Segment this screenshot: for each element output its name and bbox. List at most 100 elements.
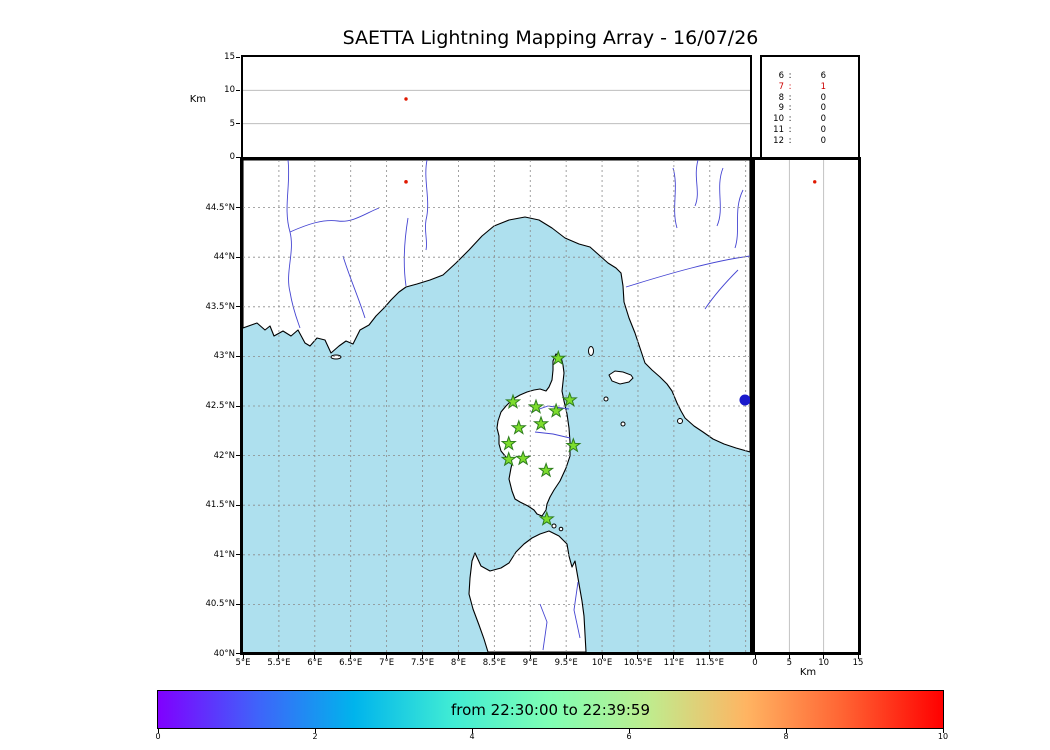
- tick-mark: [236, 504, 240, 506]
- count-station: 7: [778, 81, 784, 92]
- tick-mark: [236, 56, 240, 58]
- lat-tick-label: 44.5°N: [205, 202, 235, 213]
- count-station: 11: [773, 124, 784, 135]
- lon-tick-label: 7.5°E: [410, 658, 435, 668]
- count-value: 0: [820, 103, 826, 114]
- station-star: [504, 393, 522, 409]
- tick-mark: [471, 729, 473, 733]
- colorbar-tick-label: 10: [937, 732, 949, 741]
- tick-mark: [157, 729, 159, 733]
- giglio-island: [677, 418, 683, 424]
- colorbar-tick-label: 6: [626, 732, 632, 741]
- tick-mark: [422, 655, 424, 659]
- station-star: [500, 435, 517, 451]
- lightning-source-dot: [813, 180, 817, 184]
- lat-tick-label: 41°N: [213, 549, 235, 560]
- tick-mark: [628, 729, 630, 733]
- count-sep: :: [788, 92, 792, 103]
- tick-mark: [565, 655, 567, 659]
- tick-mark: [314, 729, 316, 733]
- tick-mark: [386, 655, 388, 659]
- coastline-mainland-france-italy: [243, 160, 750, 453]
- station-star: [561, 391, 578, 407]
- tick-mark: [529, 655, 531, 659]
- altitude-ytick-label: 15: [224, 51, 235, 62]
- tick-mark: [242, 655, 244, 659]
- count-sep: :: [788, 124, 792, 135]
- colorbar: from 22:30:00 to 22:39:59: [157, 690, 944, 729]
- count-value: 6: [820, 71, 826, 81]
- montecristo-island: [620, 421, 626, 427]
- lon-tick-label: 10.5°E: [623, 658, 653, 668]
- count-row: 10: 0: [768, 114, 858, 125]
- tick-mark: [236, 355, 240, 357]
- colorbar-label: from 22:30:00 to 22:39:59: [450, 700, 650, 719]
- tick-mark: [278, 655, 280, 659]
- tick-mark: [236, 455, 240, 457]
- count-station: 9: [778, 103, 784, 114]
- river: [716, 167, 724, 227]
- hyeres-islands: [330, 354, 342, 360]
- tick-mark: [493, 655, 495, 659]
- lon-tick-label: 9°E: [522, 658, 538, 668]
- map-panel: [240, 157, 753, 655]
- lon-tick-label: 5°E: [235, 658, 251, 668]
- lon-tick-label: 5.5°E: [267, 658, 291, 668]
- tick-mark: [314, 655, 316, 659]
- count-sep: :: [788, 81, 792, 92]
- side-xtick-label: 10: [818, 658, 830, 668]
- lon-tick-label: 6.5°E: [339, 658, 363, 668]
- tick-mark: [350, 655, 352, 659]
- station-star: [527, 398, 545, 414]
- tick-mark: [788, 655, 790, 659]
- lat-tick-label: 40°N: [213, 648, 235, 659]
- count-value: 0: [820, 124, 826, 135]
- station-star: [532, 415, 550, 431]
- altitude-ytick-label: 0: [229, 151, 235, 162]
- count-row: 8: 0: [768, 93, 858, 104]
- lat-tick-label: 43.5°N: [205, 301, 235, 312]
- river: [424, 160, 429, 251]
- count-value: 0: [820, 92, 826, 103]
- tick-mark: [236, 123, 240, 125]
- side-xtick-label: 0: [752, 658, 758, 668]
- side-axis-unit-label: Km: [799, 667, 817, 678]
- tick-mark: [942, 729, 944, 733]
- tick-mark: [709, 655, 711, 659]
- altitude-longitude-panel: [241, 55, 752, 159]
- tick-mark: [236, 256, 240, 258]
- river: [573, 581, 581, 639]
- station-counts-panel: 6:6 7:1 8:0 9:0 10:0 11:0 12:0: [760, 55, 860, 159]
- tick-mark: [601, 655, 603, 659]
- count-row: 7: 1: [768, 82, 858, 93]
- map-markers: [404, 180, 750, 526]
- maddalena-island: [551, 523, 557, 529]
- river: [289, 207, 380, 233]
- lightning-source-dot: [404, 97, 408, 101]
- count-row: 12: 0: [768, 136, 858, 147]
- altitude-axis-unit-label: Km: [189, 94, 206, 105]
- maddalena-island: [558, 526, 564, 532]
- station-star: [537, 461, 555, 478]
- tick-mark: [637, 655, 639, 659]
- lon-tick-label: 10°E: [591, 658, 613, 668]
- river: [403, 217, 409, 287]
- count-row: 9: 0: [768, 103, 858, 114]
- elba-island: [608, 370, 634, 385]
- tick-mark: [857, 655, 859, 659]
- count-value: 0: [820, 114, 826, 125]
- map-plot: [243, 160, 750, 652]
- lat-tick-label: 42°N: [213, 450, 235, 461]
- tick-mark: [823, 655, 825, 659]
- count-station: 12: [773, 135, 784, 146]
- river: [539, 603, 548, 651]
- river: [704, 269, 739, 310]
- lon-tick-label: 7°E: [379, 658, 395, 668]
- count-station: 10: [773, 114, 784, 125]
- altitude-ytick-label: 10: [224, 85, 235, 96]
- river: [672, 167, 678, 229]
- count-row: 6:6: [768, 71, 858, 82]
- colorbar-tick-label: 2: [312, 732, 318, 741]
- count-sep: :: [788, 103, 792, 114]
- altitude-ytick-label: 5: [229, 118, 235, 129]
